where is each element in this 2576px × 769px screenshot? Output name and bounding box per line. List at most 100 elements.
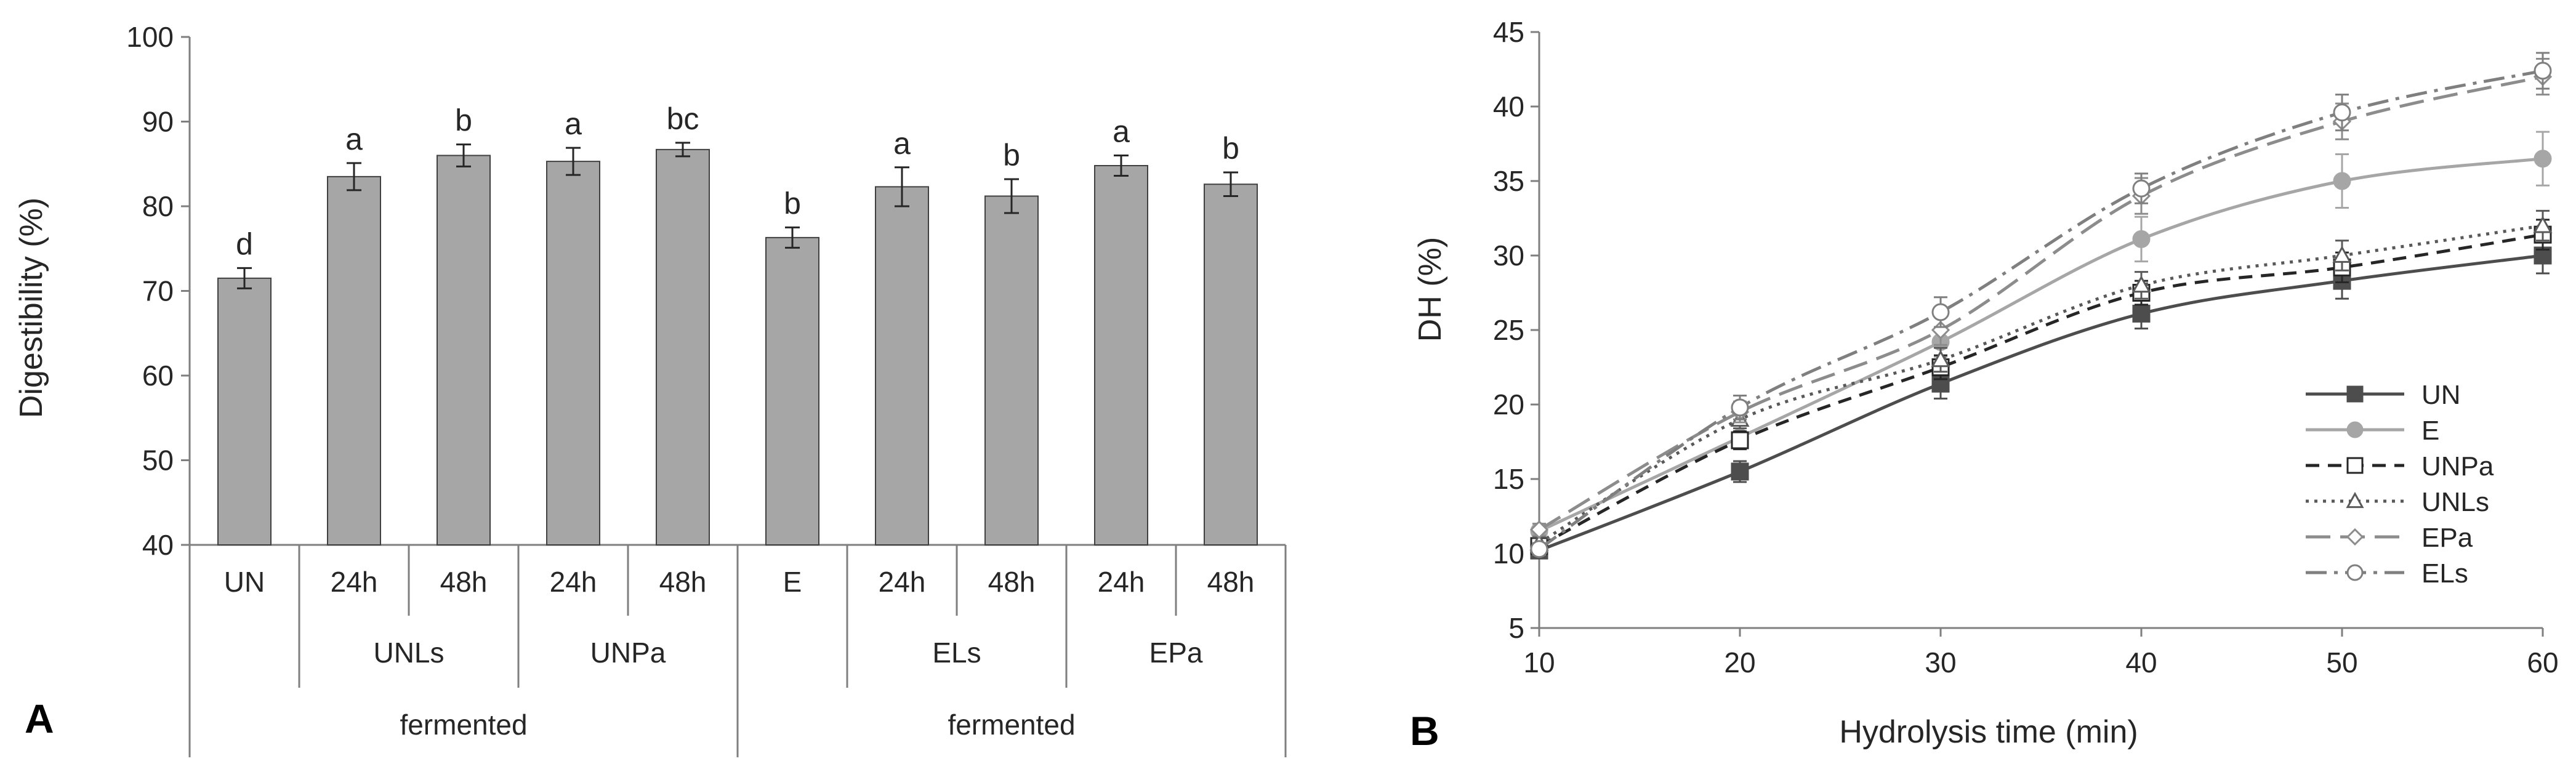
- panel-a-significance-letter: b: [1222, 131, 1239, 166]
- panel-b-series-unpa: [1530, 219, 2552, 555]
- panel-b-marker: [1731, 431, 1749, 449]
- panel-a-x-tick-label: UN: [224, 566, 265, 598]
- panel-b-line-chart: DH (%) Hydrolysis time (min) 51015202530…: [1410, 16, 2559, 754]
- panel-a-group-label: ELs: [932, 637, 981, 669]
- panel-a-significance-letter: b: [455, 103, 472, 138]
- panel-a-x-tick-label: E: [783, 566, 802, 598]
- panel-a-group-label: UNLs: [373, 637, 444, 669]
- panel-b-marker: [2533, 215, 2553, 233]
- panel-a-significance-letter: a: [565, 107, 582, 141]
- panel-a-y-tick-label: 60: [142, 360, 174, 392]
- panel-b-legend-label: UN: [2421, 380, 2461, 410]
- panel-b-series-e: [1530, 131, 2552, 541]
- panel-b-y-tick-label: 35: [1493, 165, 1524, 197]
- panel-b-y-tick-label: 45: [1493, 16, 1524, 48]
- panel-b-marker: [1731, 462, 1749, 481]
- panel-b-series-un: [1530, 236, 2552, 560]
- panel-a-category-labels: UN 24h 48h 24h 48h E 24h 48h 24h 48h UNLs UNPa ELs EP…: [188, 545, 1287, 757]
- panel-a-x-tick-label: 48h: [1207, 566, 1255, 598]
- panel-b-x-tick-label: 50: [2326, 646, 2357, 678]
- panel-b-y-tick-label: 25: [1493, 314, 1524, 346]
- panel-b-series-line: [1539, 254, 2543, 552]
- panel-a-y-tick-label: 90: [142, 106, 174, 138]
- panel-b-y-tick-label: 40: [1493, 91, 1524, 123]
- panel-a-bar: [327, 175, 381, 546]
- panel-b-marker: [2132, 304, 2151, 323]
- panel-b-legend: UN E UNPa UNLs EPa ELs: [2306, 380, 2494, 589]
- panel-a-bar: [1094, 165, 1148, 546]
- panel-b-marker: [2132, 179, 2151, 198]
- panel-b-x-tick-label: 40: [2125, 646, 2157, 678]
- panel-a-significance-letter: a: [345, 122, 363, 156]
- panel-b-x-tick-label: 20: [1724, 646, 1755, 678]
- panel-a-bar: [1204, 183, 1258, 546]
- panel-b-y-tick-label: 5: [1508, 612, 1524, 644]
- panel-a-y-tick-label: 40: [142, 529, 174, 561]
- panel-a-x-tick-label: 48h: [988, 566, 1036, 598]
- panel-b-marker: [1731, 398, 1749, 417]
- panel-b-label: B: [1410, 708, 1439, 754]
- panel-a-label: A: [25, 696, 54, 741]
- panel-a-x-tick-label: 24h: [331, 566, 378, 598]
- panel-b-marker: [2333, 103, 2351, 122]
- panel-a-bar: [437, 155, 491, 546]
- panel-b-marker: [2332, 245, 2352, 263]
- panel-a-significance-letter: d: [236, 227, 253, 261]
- panel-b-x-tick-label: 30: [1925, 646, 1956, 678]
- panel-b-marker: [1530, 540, 1548, 558]
- panel-b-y-axis-title: DH (%): [1412, 237, 1448, 342]
- panel-a-y-tick-label: 50: [142, 445, 174, 477]
- panel-b-x-tick-label: 60: [2527, 646, 2558, 678]
- panel-b-marker: [2346, 421, 2364, 438]
- panel-a-bar-chart: Digestibility (%) 40 50 60 70 80 90 100 d a b a bc…: [14, 21, 1287, 757]
- panel-a-x-tick-label: 48h: [440, 566, 488, 598]
- panel-a-significance-letter: b: [1003, 138, 1020, 172]
- panel-a-bar: [546, 161, 600, 546]
- panel-b-marker: [2534, 62, 2552, 80]
- panel-a-x-tick-label: 24h: [1098, 566, 1145, 598]
- panel-a-group-label: UNPa: [590, 637, 666, 669]
- panel-b-legend-label: ELs: [2421, 558, 2468, 589]
- panel-b-marker: [2346, 528, 2364, 546]
- panel-b-marker: [1931, 303, 1950, 321]
- panel-a-bar: [765, 236, 819, 546]
- panel-b-series-els: [1530, 52, 2552, 558]
- panel-a-x-tick-label: 48h: [659, 566, 707, 598]
- panel-a-bar: [984, 195, 1039, 546]
- panel-b-marker: [2346, 457, 2364, 474]
- panel-b-y-tick-label: 10: [1493, 537, 1524, 570]
- panel-b-marker: [1931, 350, 1950, 368]
- panel-a-significance-letter: a: [1113, 115, 1130, 149]
- panel-a-bar: [875, 186, 929, 546]
- panel-a-significance-letter: b: [784, 186, 801, 220]
- panel-a-significance-letter: a: [893, 126, 911, 161]
- panel-b-marker: [2346, 491, 2364, 509]
- panel-a-y-axis-title: Digestibility (%): [14, 198, 49, 418]
- panel-b-x-axis-title: Hydrolysis time (min): [1839, 714, 2138, 750]
- panel-a-x-tick-label: 24h: [879, 566, 926, 598]
- panel-a-group-label: EPa: [1149, 637, 1203, 669]
- panel-a-supergroup-label: fermented: [948, 709, 1075, 741]
- panel-a-bar: [217, 277, 272, 546]
- panel-b-marker: [2534, 150, 2552, 168]
- panel-b-marker: [2333, 172, 2351, 190]
- panel-b-legend-label: EPa: [2421, 523, 2473, 553]
- panel-a-bars: d a b a bc b a b a b: [217, 102, 1258, 546]
- panel-b-legend-label: UNPa: [2421, 451, 2494, 481]
- panel-b-y-tick-label: 20: [1493, 389, 1524, 421]
- panel-a-y-tick-label: 100: [126, 21, 174, 53]
- panel-b-series-line: [1538, 233, 2543, 548]
- panel-a-significance-letter: bc: [667, 102, 699, 136]
- panel-b-x-tick-label: 10: [1523, 646, 1555, 678]
- panel-b-marker: [2346, 564, 2364, 581]
- panel-b-marker: [1529, 520, 1549, 539]
- panel-b-series-line: [1538, 157, 2543, 533]
- panel-b-series-line: [1538, 69, 2543, 550]
- panel-b-legend-label: UNLs: [2421, 487, 2489, 517]
- panel-b-marker: [2131, 275, 2151, 293]
- panel-b-series: [1529, 52, 2553, 560]
- panel-b-marker: [2132, 230, 2151, 248]
- panel-a-y-tick-label: 80: [142, 190, 174, 222]
